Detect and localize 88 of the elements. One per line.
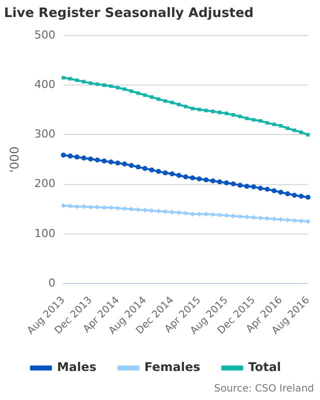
point — [177, 102, 181, 106]
point — [170, 100, 174, 104]
point — [231, 113, 236, 117]
point — [82, 80, 86, 84]
legend-label: Females — [144, 360, 200, 374]
point — [190, 175, 195, 180]
point — [115, 160, 120, 166]
point — [196, 176, 202, 182]
point — [211, 110, 215, 114]
point — [204, 177, 209, 182]
point — [238, 114, 242, 118]
point — [109, 84, 113, 88]
point — [142, 166, 148, 171]
point — [183, 174, 188, 180]
point — [218, 110, 222, 114]
point — [75, 78, 79, 82]
point — [217, 179, 222, 184]
point — [170, 171, 175, 176]
point — [122, 161, 128, 166]
point — [190, 106, 194, 110]
point — [164, 99, 168, 103]
point — [116, 86, 120, 90]
y-tick-label: 200 — [34, 177, 56, 190]
point — [68, 76, 72, 80]
point — [68, 154, 73, 159]
chart-title: Live Register Seasonally Adjusted — [4, 6, 254, 22]
point — [130, 89, 134, 93]
point — [258, 186, 263, 191]
point — [230, 181, 236, 186]
point — [278, 190, 284, 195]
point — [204, 108, 208, 112]
y-tick-label: 300 — [34, 128, 56, 141]
point — [94, 158, 100, 163]
point — [224, 180, 229, 186]
point — [285, 191, 290, 196]
point — [136, 91, 140, 95]
point — [306, 194, 310, 200]
point — [162, 170, 168, 176]
point — [306, 219, 310, 224]
point — [149, 167, 154, 172]
point — [210, 178, 216, 184]
legend-label: Males — [56, 360, 96, 374]
point — [299, 130, 303, 134]
point — [224, 112, 228, 116]
point — [184, 104, 188, 108]
point — [122, 87, 126, 91]
point — [60, 203, 66, 208]
y-tick-label: 0 — [48, 276, 56, 290]
point — [238, 182, 243, 188]
point — [150, 95, 154, 99]
point — [62, 76, 66, 80]
point — [272, 188, 277, 194]
point — [286, 126, 290, 130]
point — [156, 168, 162, 174]
point — [74, 154, 80, 160]
point — [252, 118, 256, 122]
point — [96, 82, 100, 86]
point — [60, 152, 66, 158]
point — [292, 192, 297, 198]
y-tick-label: 100 — [34, 226, 56, 240]
point — [251, 184, 256, 190]
point — [128, 162, 134, 168]
point — [265, 121, 269, 125]
point — [143, 93, 147, 97]
point — [102, 158, 107, 164]
point — [136, 164, 141, 170]
point — [88, 156, 94, 162]
point — [88, 81, 92, 85]
point — [102, 83, 106, 87]
point — [156, 97, 160, 101]
source-note: Source: CSO Ireland — [214, 384, 314, 395]
point — [176, 172, 182, 178]
point — [264, 186, 270, 192]
point — [258, 119, 262, 123]
point — [279, 124, 283, 128]
point — [306, 132, 310, 137]
point — [81, 156, 86, 161]
point — [245, 116, 249, 120]
point — [244, 184, 250, 189]
y-tick-label: 500 — [34, 28, 56, 42]
point — [272, 122, 276, 126]
y-axis-title: '000 — [7, 146, 22, 173]
point — [298, 194, 304, 199]
point — [108, 160, 114, 165]
point — [292, 128, 296, 132]
y-tick-label: 400 — [34, 78, 56, 92]
legend-label: Total — [248, 360, 282, 374]
point — [198, 108, 202, 112]
